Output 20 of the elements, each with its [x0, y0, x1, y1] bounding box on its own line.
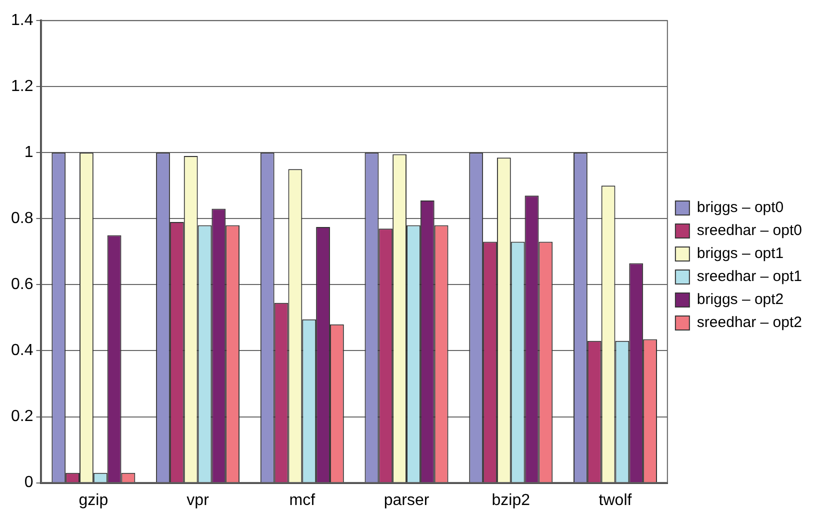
x-tick-label: parser	[384, 492, 430, 509]
y-tick-label: 0	[24, 474, 34, 492]
y-tick-label: 1.2	[10, 78, 34, 96]
x-tick-label: mcf	[289, 492, 316, 509]
legend-label: briggs – opt2	[696, 291, 784, 308]
x-tick-label: bzip2	[492, 492, 530, 509]
y-tick-label: 0.2	[10, 408, 34, 426]
y-tick-label: 0.8	[10, 210, 34, 228]
legend-label: briggs – opt0	[696, 199, 784, 216]
y-tick-label: 1	[24, 144, 34, 162]
y-tick-label: 1.4	[10, 12, 34, 30]
legend-label: sreedhar – opt2	[696, 314, 802, 332]
x-tick-label: gzip	[78, 492, 108, 509]
legend-label: sreedhar – opt0	[696, 222, 802, 240]
y-tick-label: 0.6	[10, 276, 34, 294]
legend-label: briggs – opt1	[696, 245, 784, 262]
legend-label: sreedhar – opt1	[696, 268, 802, 286]
x-tick-label: vpr	[186, 492, 210, 509]
x-tick-label: twolf	[598, 492, 632, 509]
y-tick-label: 0.4	[10, 342, 34, 360]
